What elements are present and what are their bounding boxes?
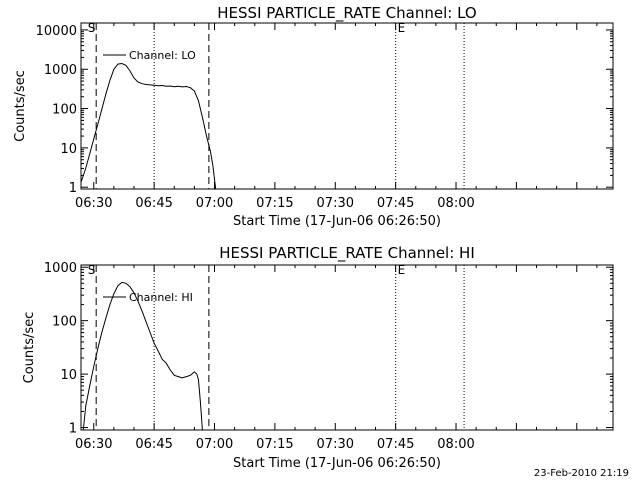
x-tick-label: 07:00 [196, 437, 233, 452]
x-tick-label: 07:30 [317, 196, 354, 211]
legend-label: Channel: LO [129, 49, 196, 62]
x-tick-label: 07:45 [377, 196, 414, 211]
x-tick-label: 07:00 [196, 196, 233, 211]
x-tick-label: 07:45 [377, 437, 414, 452]
y-axis-label: Counts/sec [22, 312, 37, 384]
y-tick-label: 1 [69, 181, 77, 196]
time-marker-label: E [398, 21, 406, 35]
plot-frame [80, 22, 614, 190]
plot-title: HESSI PARTICLE_RATE Channel: HI [219, 244, 475, 263]
x-tick-label: 06:45 [135, 196, 172, 211]
time-marker-label: S [88, 21, 96, 35]
x-tick-label: 06:30 [75, 437, 112, 452]
y-tick-label: 10000 [36, 24, 77, 39]
plot-timestamp: 23-Feb-2010 21:19 [534, 468, 629, 479]
x-axis-label: Start Time (17-Jun-06 06:26:50) [233, 214, 441, 229]
x-tick-label: 07:30 [317, 437, 354, 452]
y-tick-label: 10 [60, 142, 77, 157]
x-tick-label: 07:15 [256, 196, 293, 211]
x-tick-label: 08:00 [437, 196, 474, 211]
y-tick-label: 100 [52, 103, 77, 118]
plot-title: HESSI PARTICLE_RATE Channel: LO [217, 4, 476, 23]
y-axis-label: Counts/sec [13, 70, 28, 142]
panel-hi: HESSI PARTICLE_RATE Channel: HI 06:30 06:4… [22, 244, 614, 471]
time-marker-label: E [398, 263, 406, 277]
panel-lo: HESSI PARTICLE_RATE Channel: LO 06:30 06:4… [13, 4, 614, 229]
x-tick-label: 06:45 [135, 437, 172, 452]
y-tick-label: 1000 [44, 63, 77, 78]
y-tick-label: 10 [60, 368, 77, 383]
x-tick-label: 08:00 [437, 437, 474, 452]
y-tick-label: 1000 [44, 261, 77, 276]
x-axis-label: Start Time (17-Jun-06 06:26:50) [233, 456, 441, 471]
time-marker-label: S [88, 263, 96, 277]
y-tick-label: 1 [69, 422, 77, 437]
y-tick-label: 100 [52, 315, 77, 330]
series-line-channel-lo [80, 62, 217, 190]
x-tick-label: 07:15 [256, 437, 293, 452]
plot-frame [80, 264, 614, 431]
series-line-channel-hi [82, 281, 203, 431]
x-tick-label: 06:30 [75, 196, 112, 211]
legend-label: Channel: HI [129, 291, 193, 304]
